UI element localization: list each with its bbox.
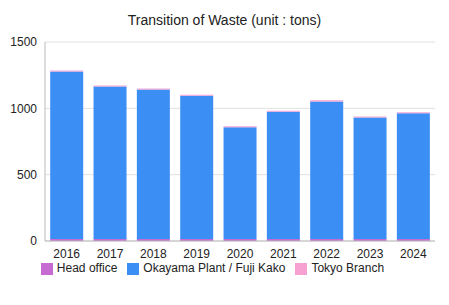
svg-text:500: 500	[17, 168, 37, 182]
svg-text:2021: 2021	[270, 247, 297, 261]
svg-text:2022: 2022	[313, 247, 340, 261]
svg-text:2018: 2018	[140, 247, 167, 261]
svg-text:2017: 2017	[97, 247, 124, 261]
html-text:Okayama Plant / Fuji Kako: Okayama Plant / Fuji Kako	[143, 261, 286, 275]
html-text:Tokyo Branch: Tokyo Branch	[311, 261, 385, 275]
svg-text:2019: 2019	[183, 247, 210, 261]
svg-text:0: 0	[30, 234, 37, 248]
html-text:Head office: Head office	[56, 261, 118, 275]
svg-text:2016: 2016	[53, 247, 80, 261]
svg-text:2020: 2020	[227, 247, 254, 261]
svg-text:1500: 1500	[10, 35, 37, 49]
svg-text:2024: 2024	[400, 247, 427, 261]
html-text:Transition of Waste (unit : to: Transition of Waste (unit : tons)	[127, 12, 322, 28]
svg-text:1000: 1000	[10, 102, 37, 116]
svg-text:2023: 2023	[357, 247, 384, 261]
